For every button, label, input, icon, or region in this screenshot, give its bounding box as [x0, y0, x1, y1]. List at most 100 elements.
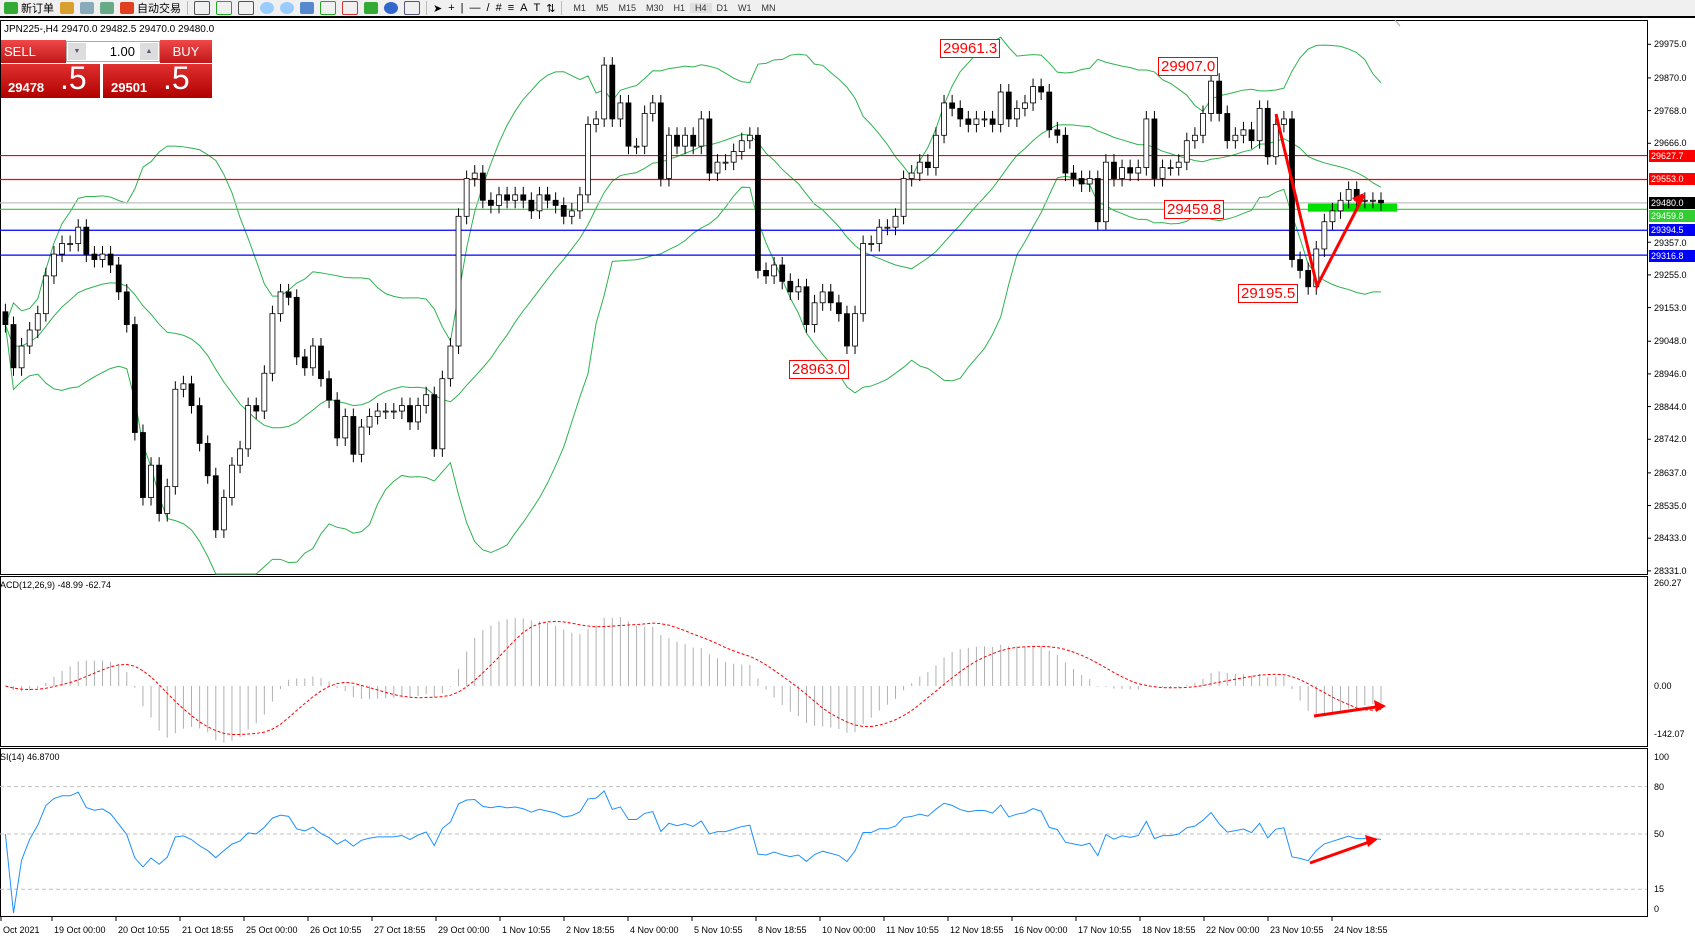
bull-candle [390, 410, 397, 413]
bear-candle [544, 194, 551, 201]
timeframe-m30[interactable]: M30 [645, 3, 664, 13]
bear-candle [334, 399, 341, 439]
price-tick-label: 29666.0 [1654, 138, 1687, 149]
price-tick-label: 28742.0 [1654, 434, 1687, 445]
zoom-out-icon[interactable] [280, 2, 294, 14]
vertical-line-icon[interactable]: | [460, 2, 464, 14]
new-order-button[interactable]: 新订单 [4, 0, 54, 16]
time-tick-label: 21 Oct 18:55 [182, 925, 234, 935]
macd-signal-line [5, 620, 1382, 736]
chart-shift-icon[interactable] [320, 1, 336, 15]
bull-candle [738, 140, 745, 153]
bull-candle [1102, 161, 1109, 223]
time-tick-label: 25 Oct 00:00 [246, 925, 298, 935]
cursor-icon[interactable]: ➤ [433, 2, 443, 15]
text-label-icon[interactable]: T [533, 2, 541, 14]
bollinger-lower-band [4, 175, 1382, 575]
timeframe-m5[interactable]: M5 [595, 3, 609, 13]
stop-icon [120, 2, 134, 14]
sell-price-button[interactable]: 29478 .5 [0, 60, 100, 98]
terminal-icon[interactable] [80, 2, 94, 14]
horizontal-line-icon[interactable]: — [469, 2, 481, 14]
buy-price-button[interactable]: 29501 .5 [103, 60, 212, 98]
bull-candle [860, 243, 867, 315]
bear-candle [293, 296, 300, 358]
bull-candle [876, 226, 883, 244]
bear-candle [1305, 270, 1312, 288]
main-panel-frame [0, 20, 1648, 575]
tile-windows-icon[interactable] [300, 2, 314, 14]
bar-chart-icon[interactable] [194, 1, 210, 15]
bear-candle [520, 194, 527, 201]
lot-increase-icon[interactable]: ▲ [140, 43, 158, 60]
autoscroll-icon[interactable] [342, 1, 358, 15]
price-level-tag: 29627.7 [1649, 150, 1695, 163]
bear-candle [1111, 161, 1117, 179]
templates-icon[interactable] [404, 1, 420, 15]
navigator-icon[interactable] [60, 2, 74, 14]
timeframe-mn[interactable]: MN [761, 3, 776, 13]
bull-candle [892, 215, 899, 228]
bear-candle [1297, 259, 1303, 271]
bear-candle [285, 291, 292, 298]
lot-decrease-icon[interactable]: ▼ [68, 43, 86, 60]
timeframe-w1[interactable]: W1 [738, 3, 752, 13]
time-tick-label: 22 Nov 00:00 [1206, 925, 1260, 935]
bear-candle [552, 199, 559, 206]
bear-candle [196, 405, 203, 444]
sell-button[interactable]: SELL [0, 40, 66, 63]
line-chart-icon[interactable] [238, 1, 254, 15]
timeframe-h4[interactable]: H4 [690, 3, 712, 13]
price-tick-label: 28637.0 [1654, 467, 1687, 478]
bear-candle [1046, 91, 1053, 131]
bull-candle [496, 194, 502, 206]
bear-candle [326, 378, 332, 401]
bear-candle [212, 475, 219, 531]
separator [561, 1, 563, 15]
bull-candle [261, 372, 268, 412]
bear-candle [115, 264, 122, 293]
time-tick-label: Oct 2021 [3, 925, 40, 935]
toolbar: 新订单 自动交易 ➤ + | — / # ≡ A T ⇅ M1 M5 M15 M30 H… [0, 0, 1695, 18]
bear-candle [91, 253, 98, 260]
bull-candle [593, 118, 599, 125]
time-tick-label: 24 Nov 18:55 [1334, 925, 1388, 935]
bear-candle [1094, 178, 1101, 223]
bear-candle [803, 286, 810, 325]
macd-axis-label: 0.00 [1654, 681, 1672, 691]
rsi-axis-label: 50 [1654, 829, 1665, 839]
fibonacci-icon[interactable]: ≡ [507, 2, 515, 14]
lot-size-input[interactable]: ▼ 1.00 ▲ [66, 41, 160, 62]
bull-candle [1272, 123, 1279, 158]
signal-icon[interactable] [100, 2, 114, 14]
text-icon[interactable]: A [520, 2, 528, 14]
sell-price-frac: .5 [60, 60, 87, 96]
indicators-icon[interactable] [364, 2, 378, 14]
arrows-icon[interactable]: ⇅ [546, 2, 556, 15]
bull-candle [51, 253, 57, 277]
bull-candle [1086, 178, 1093, 185]
bull-candle [439, 378, 446, 450]
bull-candle [309, 345, 316, 369]
bull-candle [1119, 167, 1125, 179]
zoom-in-icon[interactable] [260, 2, 274, 14]
timeframe-bar: M1 M5 M15 M30 H1 H4 D1 W1 MN [568, 3, 780, 13]
candlestick-icon[interactable] [216, 1, 232, 15]
crosshair-icon[interactable]: + [448, 2, 455, 14]
timeframe-h1[interactable]: H1 [673, 3, 685, 13]
bull-candle [18, 345, 25, 369]
trendline-icon[interactable]: / [486, 2, 490, 14]
time-tick-label: 12 Nov 18:55 [950, 925, 1004, 935]
buy-price-main: 29501 [111, 80, 148, 95]
equidistant-channel-icon[interactable]: # [495, 2, 502, 14]
timeframe-m15[interactable]: M15 [618, 3, 636, 13]
timeframe-m1[interactable]: M1 [573, 3, 586, 13]
price-tick-label: 29048.0 [1654, 336, 1687, 347]
timeframe-d1[interactable]: D1 [716, 3, 729, 13]
periods-clock-icon[interactable] [384, 2, 398, 14]
bull-candle [1143, 118, 1150, 169]
bull-candle [342, 416, 349, 439]
auto-trading-button[interactable]: 自动交易 [120, 0, 181, 16]
bear-candle [1353, 188, 1360, 201]
bull-candle [1345, 188, 1352, 201]
